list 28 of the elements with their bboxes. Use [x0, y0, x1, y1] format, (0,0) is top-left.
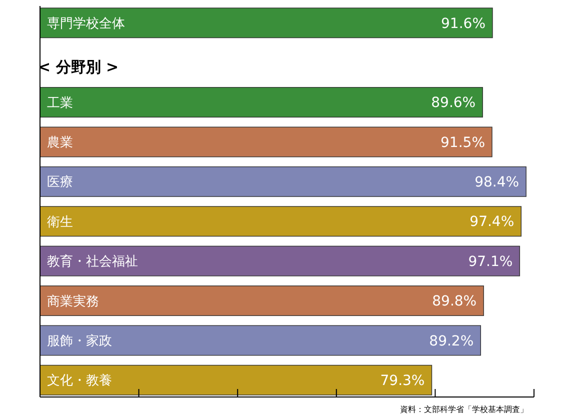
text: 資料：文部科学省「学校基本調査」	[400, 405, 528, 414]
data-label: 79.3%	[380, 373, 425, 390]
bar	[40, 206, 522, 237]
bar	[40, 126, 492, 158]
y-tick-label: 農業	[47, 136, 73, 151]
data-label: 89.6%	[431, 95, 476, 112]
bar	[40, 8, 493, 38]
data-label: 98.4%	[474, 174, 520, 191]
bar	[40, 364, 432, 396]
y-tick-label: 衛生	[47, 214, 73, 230]
y-tick-label: 専門学校全体	[47, 16, 125, 32]
y-tick-label: 商業実務	[47, 293, 99, 310]
data-label: 97.4%	[470, 214, 514, 230]
data-label: 91.5%	[440, 134, 486, 151]
data-label: 89.8%	[432, 294, 477, 310]
y-tick-label: 文化・教養	[47, 374, 112, 389]
data-label: 91.6%	[441, 16, 486, 32]
bar	[40, 246, 520, 276]
y-tick-label: 服飾・家政	[47, 332, 112, 349]
y-tick-label: 工業	[47, 96, 73, 111]
y-tick-label: 医療	[47, 175, 73, 190]
data-label: 97.1%	[468, 254, 513, 270]
y-tick-label: 教育・社会福祉	[47, 254, 138, 270]
bar	[40, 286, 484, 316]
bar	[40, 325, 481, 356]
bar	[40, 87, 483, 118]
data-label: 89.2%	[429, 333, 474, 350]
bar	[40, 166, 526, 197]
